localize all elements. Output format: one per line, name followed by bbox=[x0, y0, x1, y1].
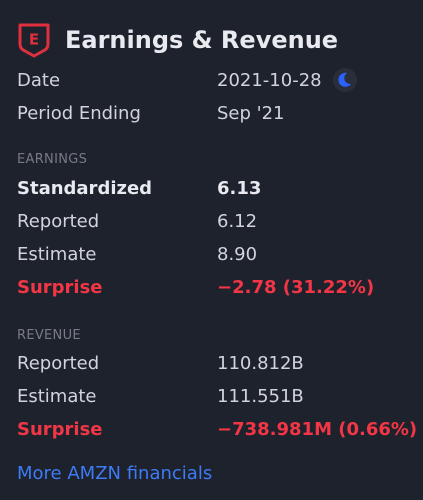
row-value: −738.981M (0.66%) bbox=[217, 419, 418, 440]
row-label: Reported bbox=[17, 211, 100, 232]
section-title: EARNINGS bbox=[17, 152, 88, 167]
icon-letter: E bbox=[29, 31, 39, 49]
info-label: Date bbox=[17, 70, 61, 91]
row-value: 111.551B bbox=[217, 386, 304, 407]
row-label: Estimate bbox=[17, 386, 97, 407]
title: Earnings & Revenue bbox=[65, 26, 339, 54]
row-value: 6.12 bbox=[217, 211, 258, 232]
row-value: 6.13 bbox=[217, 178, 262, 199]
row-label: Reported bbox=[17, 353, 100, 374]
session-icon bbox=[333, 68, 357, 92]
info-label: Period Ending bbox=[17, 103, 141, 124]
row-label: Estimate bbox=[17, 244, 97, 265]
info-value: Sep '21 bbox=[217, 103, 285, 124]
financials-link[interactable]: More AMZN financials bbox=[17, 463, 213, 484]
section-title: REVENUE bbox=[17, 328, 81, 343]
row-label: Standardized bbox=[17, 178, 153, 199]
row-label: Surprise bbox=[17, 419, 103, 440]
row-value: 8.90 bbox=[217, 244, 258, 265]
info-value: 2021-10-28 bbox=[217, 70, 322, 91]
row-label: Surprise bbox=[17, 277, 103, 298]
row-value: 110.812B bbox=[217, 353, 304, 374]
row-value: −2.78 (31.22%) bbox=[217, 277, 375, 298]
earnings-icon: E bbox=[18, 23, 50, 58]
